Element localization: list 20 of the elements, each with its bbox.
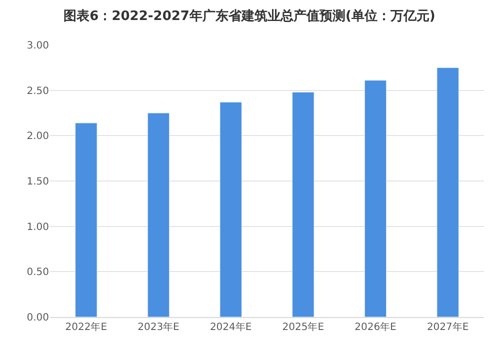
y-tick-label: 1.50	[26, 176, 49, 188]
y-tick-label: 3.00	[26, 40, 49, 52]
bar	[75, 122, 98, 317]
x-tick-label: 2023年E	[138, 321, 180, 333]
x-tick-label: 2022年E	[65, 321, 108, 333]
chart-title: 图表6：2022-2027年广东省建筑业总产值预测(单位：万亿元)	[64, 8, 436, 24]
bar	[147, 112, 170, 317]
x-tick-label: 2024年E	[210, 321, 252, 333]
x-tick-label: 2025年E	[282, 321, 324, 333]
bar	[292, 92, 314, 317]
y-tick-label: 2.00	[26, 131, 49, 142]
y-tick-label: 0.00	[26, 312, 49, 324]
y-tick-label: 1.00	[26, 222, 49, 233]
y-tick-label: 2.50	[26, 86, 49, 97]
bar	[436, 67, 459, 317]
y-tick-label: 0.50	[26, 267, 49, 278]
bar	[220, 102, 242, 317]
x-tick-label: 2026年E	[354, 321, 396, 333]
bar	[364, 80, 387, 317]
x-tick-label: 2027年E	[426, 321, 469, 333]
